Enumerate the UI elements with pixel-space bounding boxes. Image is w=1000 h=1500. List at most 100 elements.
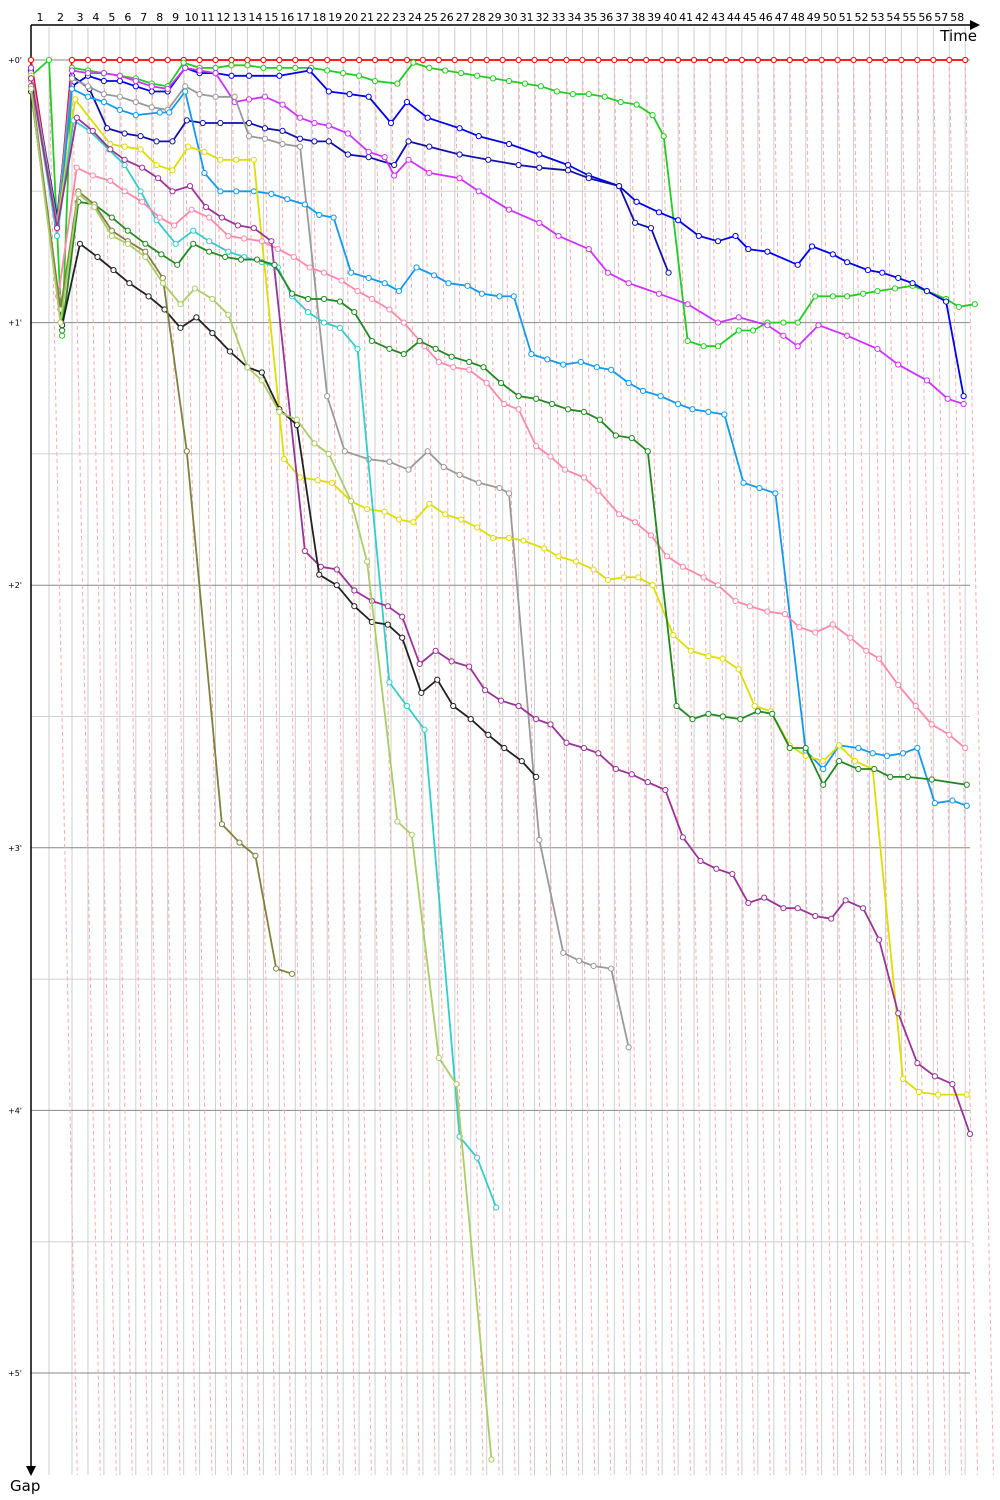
x-tick-label: 23 — [392, 11, 406, 24]
x-tick-label: 49 — [807, 11, 821, 24]
data-point — [148, 83, 155, 90]
data-point — [432, 647, 439, 654]
lap-line — [534, 59, 564, 1476]
data-point — [453, 1081, 460, 1088]
data-point — [356, 56, 363, 64]
data-point — [541, 545, 548, 552]
data-point — [68, 56, 76, 64]
data-point — [497, 697, 505, 704]
lap-line — [342, 59, 372, 1476]
data-point — [314, 477, 321, 484]
data-point — [108, 232, 115, 240]
data-point — [515, 56, 522, 64]
data-point — [914, 1060, 921, 1067]
data-point — [381, 280, 388, 287]
data-point — [268, 238, 275, 245]
data-point — [234, 222, 241, 229]
x-tick-label: 7 — [140, 11, 147, 24]
data-point — [898, 56, 905, 64]
data-point — [466, 358, 473, 366]
data-point — [170, 222, 178, 229]
data-point — [719, 713, 726, 720]
data-point — [84, 83, 92, 90]
data-point — [794, 261, 801, 268]
data-point — [225, 232, 232, 240]
data-point — [276, 408, 283, 415]
data-point — [276, 64, 283, 71]
data-point — [244, 56, 251, 64]
data-point — [960, 400, 967, 408]
x-tick-label: 32 — [536, 11, 550, 24]
x-tick-label: 41 — [679, 11, 693, 24]
x-tick-label: 45 — [743, 11, 757, 24]
data-point — [333, 566, 340, 573]
data-point — [608, 965, 615, 972]
data-point — [714, 319, 722, 326]
data-point — [137, 133, 144, 140]
data-point — [520, 537, 527, 544]
data-point — [108, 214, 115, 221]
x-tick-label: 54 — [886, 11, 900, 24]
lap-line — [709, 59, 739, 1476]
data-point — [891, 285, 899, 292]
data-point — [124, 227, 131, 234]
data-point — [615, 511, 623, 518]
data-point — [745, 245, 752, 253]
data-point — [116, 77, 123, 85]
x-tick-label: 47 — [775, 11, 789, 24]
data-point — [561, 466, 568, 473]
data-point — [183, 117, 190, 124]
data-point — [769, 710, 776, 717]
data-point — [625, 379, 632, 387]
data-point — [301, 201, 308, 208]
data-point — [386, 345, 393, 352]
lap-line — [741, 59, 771, 1476]
lap-line — [661, 59, 691, 1476]
data-point — [684, 337, 691, 345]
data-point — [466, 366, 473, 373]
data-point — [895, 274, 902, 282]
data-point — [451, 56, 458, 64]
data-point — [844, 259, 851, 266]
data-point — [585, 91, 592, 98]
data-point — [190, 227, 197, 234]
data-point — [649, 582, 656, 589]
data-point — [419, 56, 426, 64]
data-point — [912, 702, 919, 710]
data-point — [218, 821, 226, 828]
data-point — [426, 64, 433, 71]
data-point — [794, 905, 801, 912]
data-point — [399, 634, 406, 641]
data-point — [537, 83, 545, 90]
data-point — [673, 702, 680, 710]
data-point — [156, 109, 163, 116]
data-point — [395, 287, 403, 295]
series-line — [30, 67, 965, 397]
data-point — [946, 56, 953, 64]
x-tick-label: 36 — [599, 11, 613, 24]
grid — [30, 27, 970, 1475]
data-point — [655, 290, 663, 297]
y-tick-label: +4' — [8, 1106, 22, 1115]
data-point — [365, 148, 372, 156]
data-point — [955, 303, 962, 310]
y-tick-label: +0' — [8, 56, 22, 65]
data-point — [139, 198, 146, 205]
data-point — [820, 765, 827, 773]
data-point — [228, 62, 235, 69]
data-point — [612, 765, 619, 773]
data-point — [555, 232, 562, 240]
data-point — [212, 56, 219, 64]
data-point — [156, 214, 163, 221]
x-tick-label: 35 — [583, 11, 597, 24]
data-point — [818, 56, 825, 64]
lap-line — [119, 59, 149, 1476]
data-point — [145, 293, 152, 300]
data-point — [611, 56, 618, 64]
data-point — [121, 161, 128, 169]
data-point — [142, 248, 149, 255]
lap-line — [374, 59, 404, 1476]
data-point — [410, 519, 417, 526]
lap-line — [805, 59, 835, 1476]
